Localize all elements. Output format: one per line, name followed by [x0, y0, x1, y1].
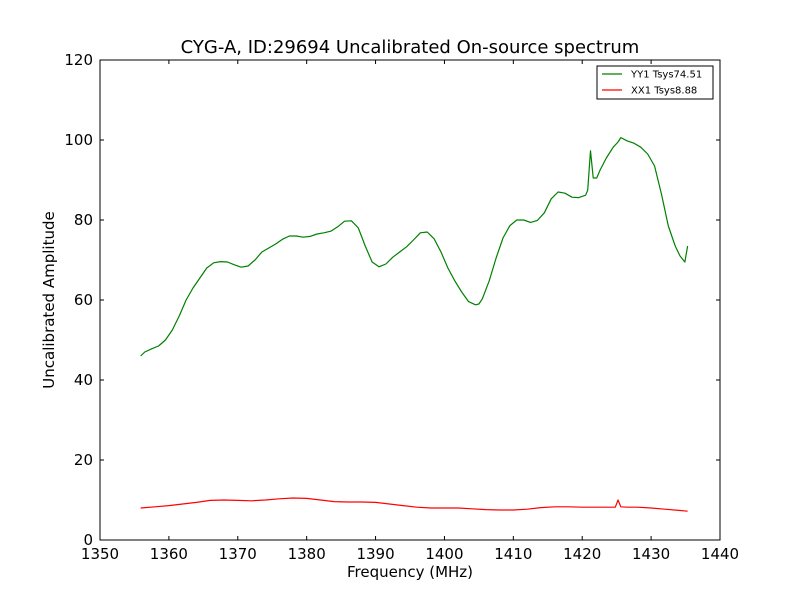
y-axis-label: Uncalibrated Amplitude [40, 211, 58, 388]
legend-box [596, 65, 714, 100]
legend-label-yy1: YY1 Tsys74.51 [630, 70, 702, 81]
x-axis-label: Frequency (MHz) [347, 563, 473, 581]
x-tick-label: 1380 [288, 545, 326, 563]
x-tick-label: 1360 [150, 545, 188, 563]
series-line-0 [140, 137, 689, 357]
y-tick-label: 40 [74, 371, 93, 389]
y-tick-label: 0 [83, 531, 93, 549]
x-tick-label: 1370 [219, 545, 257, 563]
x-tick-label: 1440 [701, 545, 739, 563]
x-tick-label: 1390 [356, 545, 394, 563]
y-tick-label: 80 [74, 211, 93, 229]
series-layer [140, 137, 689, 512]
y-tick-label: 120 [64, 51, 93, 69]
series-line-1 [140, 497, 688, 512]
y-tick-label: 100 [64, 131, 93, 149]
x-tick-label: 1400 [425, 545, 463, 563]
legend-label-xx1: XX1 Tsys8.88 [631, 86, 697, 97]
y-tick-label: 60 [74, 291, 93, 309]
legend: YY1 Tsys74.51 XX1 Tsys8.88 [596, 65, 714, 100]
plot-frame [99, 59, 721, 541]
x-tick-label: 1430 [632, 545, 670, 563]
x-tick-label: 1420 [563, 545, 601, 563]
x-tick-label: 1410 [494, 545, 532, 563]
chart-title: CYG-A, ID:29694 Uncalibrated On-source s… [181, 37, 640, 58]
x-tick-label: 1350 [81, 545, 119, 563]
y-tick-label: 20 [74, 451, 93, 469]
tick-layer: 1350 1360 1370 1380 1390 1400 1410 1420 1430 1440… [64, 51, 739, 563]
